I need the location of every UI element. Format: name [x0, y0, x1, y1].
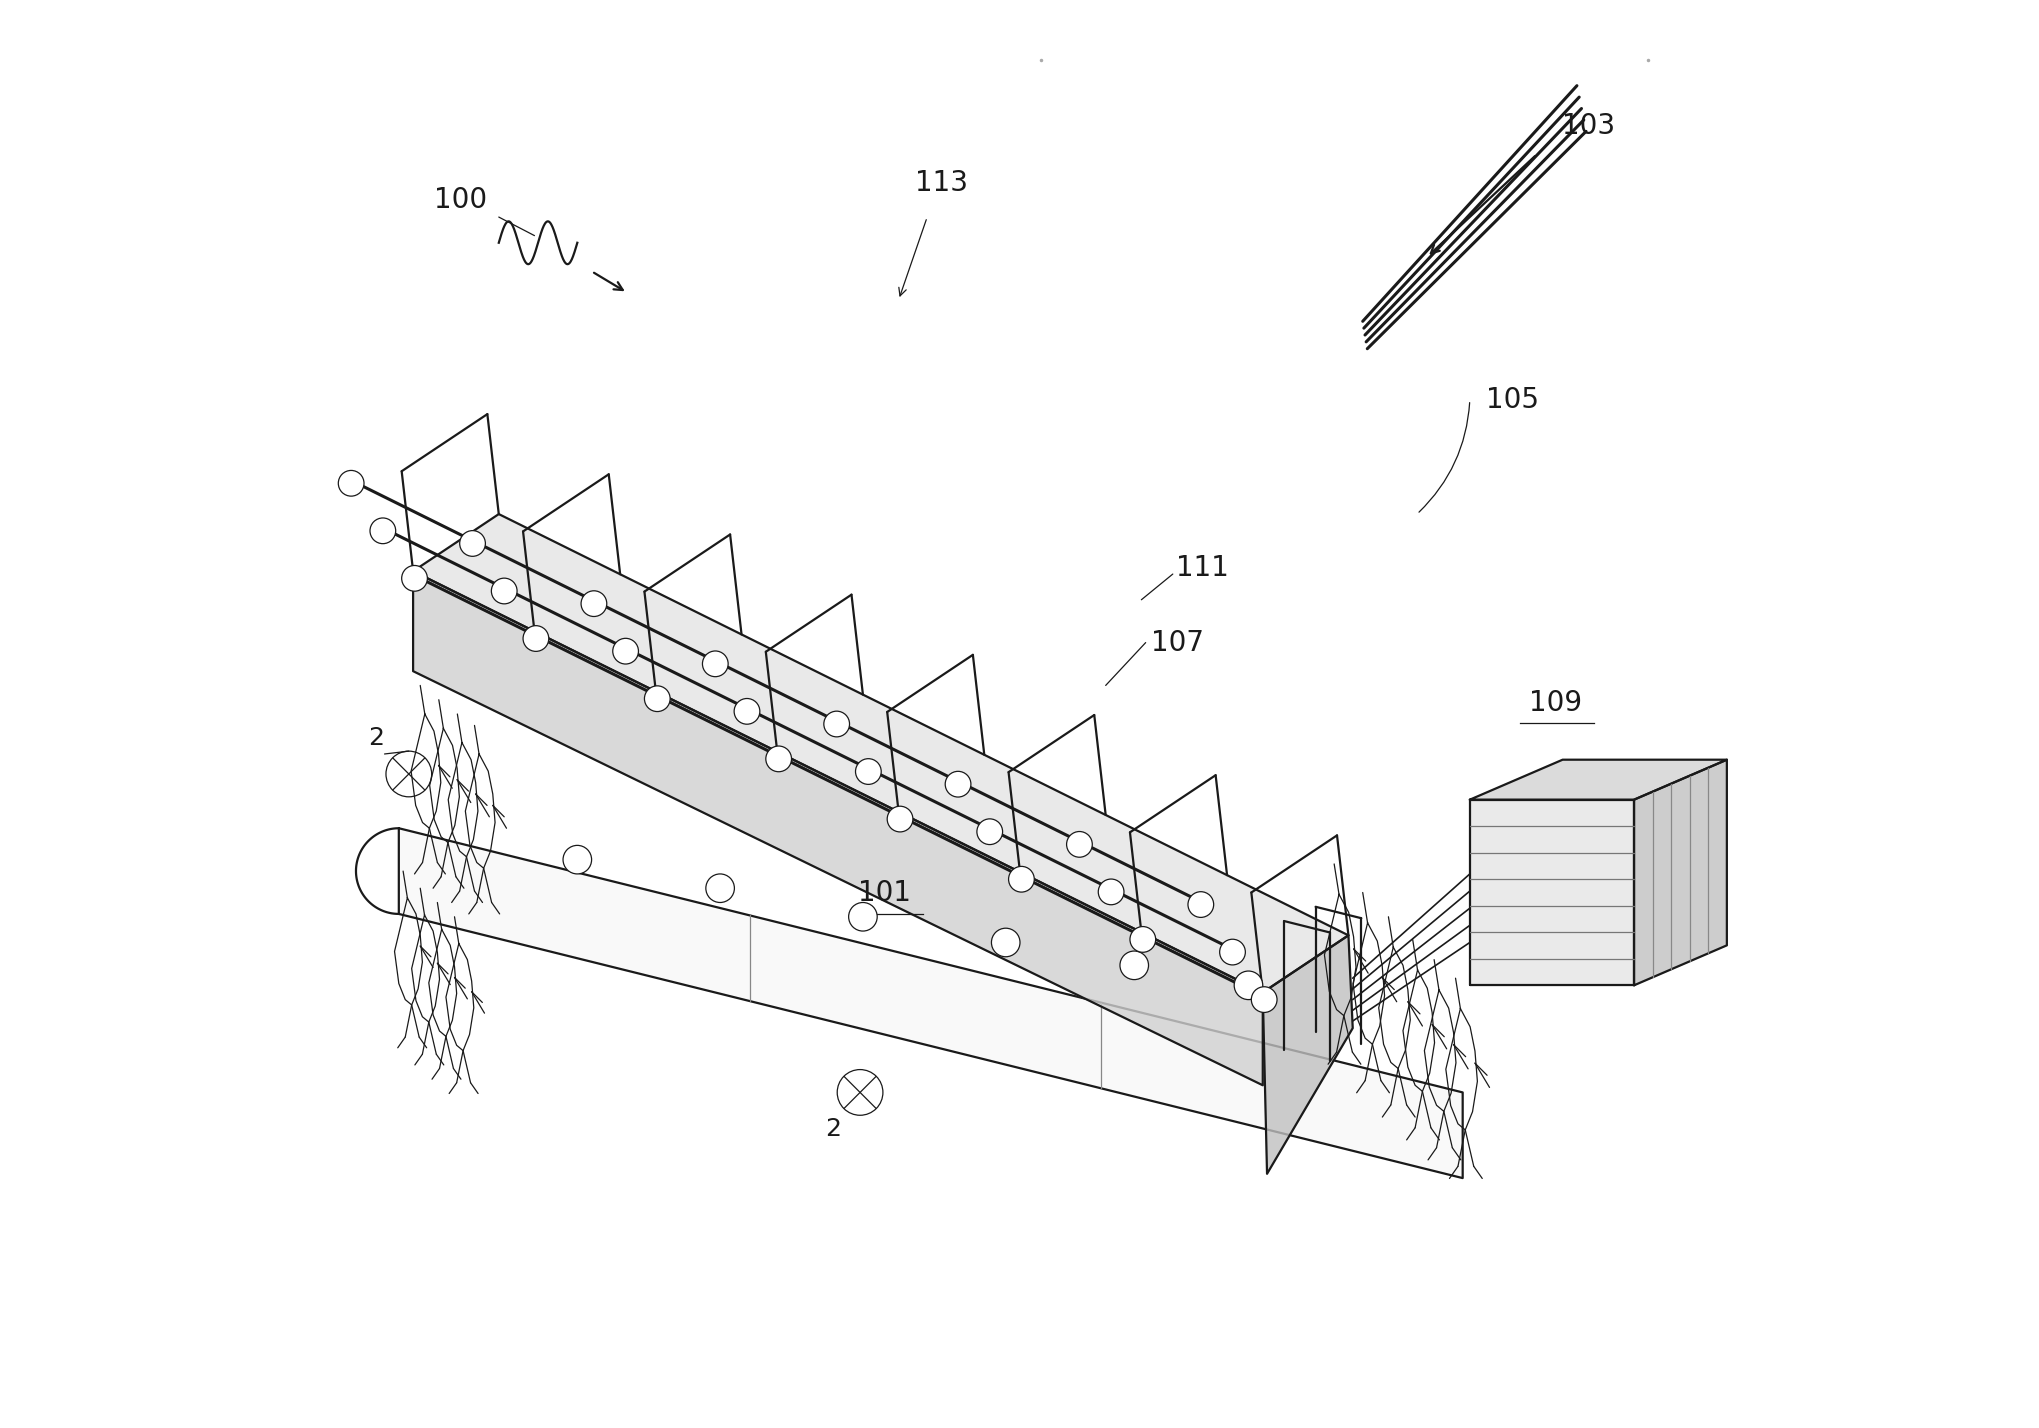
Circle shape — [338, 470, 363, 496]
Text: 2: 2 — [369, 725, 385, 750]
Text: 101: 101 — [858, 878, 909, 907]
Circle shape — [1007, 867, 1034, 892]
Circle shape — [1119, 951, 1148, 980]
Text: 109: 109 — [1527, 688, 1582, 717]
Polygon shape — [412, 514, 1348, 992]
Circle shape — [522, 625, 548, 651]
Circle shape — [1219, 940, 1244, 965]
Circle shape — [369, 518, 396, 544]
Circle shape — [644, 685, 671, 711]
Circle shape — [854, 758, 881, 784]
Circle shape — [887, 807, 913, 833]
FancyArrowPatch shape — [1419, 403, 1468, 513]
Circle shape — [734, 698, 759, 724]
Circle shape — [1130, 927, 1154, 952]
Circle shape — [491, 578, 516, 604]
Text: 105: 105 — [1486, 386, 1537, 414]
Circle shape — [701, 651, 728, 677]
Circle shape — [1234, 971, 1262, 1000]
Circle shape — [944, 771, 971, 797]
Polygon shape — [1633, 760, 1725, 985]
Circle shape — [977, 818, 1001, 844]
Circle shape — [459, 531, 485, 557]
Text: 2: 2 — [826, 1117, 842, 1141]
Polygon shape — [1468, 760, 1725, 800]
Text: 103: 103 — [1562, 111, 1615, 140]
Circle shape — [765, 745, 791, 771]
Circle shape — [563, 845, 591, 874]
Text: 100: 100 — [434, 186, 487, 214]
Circle shape — [991, 928, 1020, 957]
Polygon shape — [412, 571, 1262, 1085]
Polygon shape — [1468, 800, 1633, 985]
Text: 111: 111 — [1177, 554, 1230, 583]
Circle shape — [824, 711, 848, 737]
Circle shape — [1066, 831, 1091, 857]
Circle shape — [1250, 987, 1276, 1012]
Text: 107: 107 — [1150, 628, 1203, 657]
Polygon shape — [1262, 935, 1352, 1174]
Text: 113: 113 — [916, 169, 966, 197]
Circle shape — [612, 638, 638, 664]
Circle shape — [848, 902, 877, 931]
Circle shape — [1187, 891, 1213, 917]
Circle shape — [705, 874, 734, 902]
Polygon shape — [400, 828, 1462, 1178]
Circle shape — [402, 565, 428, 591]
Circle shape — [1097, 880, 1123, 905]
Circle shape — [581, 591, 606, 617]
